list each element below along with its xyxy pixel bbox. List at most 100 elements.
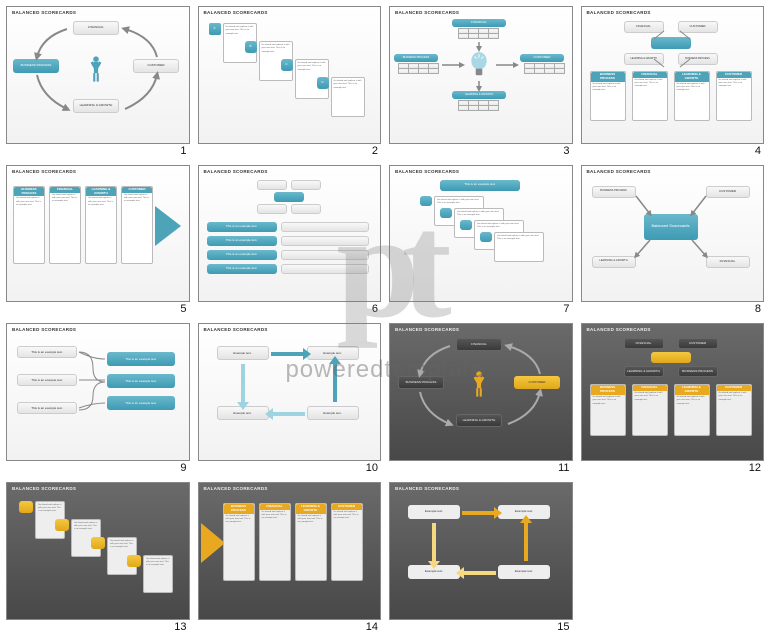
- col2: FINANCIALGo ahead and replace it with yo…: [632, 384, 668, 436]
- cell-12: BALANCED SCORECARDS FINANCIAL CUSTOMER L…: [581, 323, 765, 474]
- d: [127, 555, 141, 567]
- c1: BUSINESS PROCESSGo ahead and replace it …: [13, 186, 45, 264]
- c2: FINANCIALGo ahead and replace it with yo…: [49, 186, 81, 264]
- b: [55, 519, 69, 531]
- c4: CUSTOMERGo ahead and replace it with you…: [121, 186, 153, 264]
- slide-10[interactable]: BALANCED SCORECARDS Example text. Exampl…: [198, 323, 382, 461]
- col1: BUSINESS PROCESSGo ahead and replace it …: [590, 71, 626, 121]
- cell-7: BALANCED SCORECARDS This is an example t…: [389, 165, 573, 316]
- slide-number: 15: [389, 620, 573, 633]
- c3: LEARNING & GROWTHGo ahead and replace it…: [85, 186, 117, 264]
- slide-number: 4: [581, 144, 765, 157]
- cell-9: BALANCED SCORECARDS This is an example t…: [6, 323, 190, 474]
- title: BALANCED SCORECARDS: [587, 327, 651, 332]
- col3: LEARNING & GROWTHGo ahead and replace it…: [674, 71, 710, 121]
- slide-number: 10: [198, 461, 382, 474]
- t2: [291, 180, 321, 190]
- step-c: C: [281, 59, 293, 71]
- col4: CUSTOMERGo ahead and replace it with you…: [716, 384, 752, 436]
- b2: CUSTOMER: [678, 338, 718, 349]
- tag1: [420, 196, 432, 206]
- slide-13[interactable]: BALANCED SCORECARDS Go ahead and replace…: [6, 482, 190, 620]
- title: BALANCED SCORECARDS: [395, 169, 459, 174]
- slide-number: 6: [198, 302, 382, 315]
- slide-4[interactable]: BALANCED SCORECARDS FINANCIAL CUSTOMER L…: [581, 6, 765, 144]
- cell-13: BALANCED SCORECARDS Go ahead and replace…: [6, 482, 190, 633]
- r2: This is an example text.: [207, 236, 277, 246]
- r4b: [281, 264, 369, 274]
- tc: [274, 192, 304, 202]
- slide-number: 8: [581, 302, 765, 315]
- c2: FINANCIALGo ahead and replace it with yo…: [259, 503, 291, 581]
- step-a: A: [209, 23, 221, 35]
- a: [19, 501, 33, 513]
- title: BALANCED SCORECARDS: [204, 169, 268, 174]
- slide-number: 14: [198, 620, 382, 633]
- slide-number: 3: [389, 144, 573, 157]
- slide-12[interactable]: BALANCED SCORECARDS FINANCIAL CUSTOMER L…: [581, 323, 765, 461]
- slide-number: 5: [6, 302, 190, 315]
- slide-15[interactable]: BALANCED SCORECARDS Example text. Exampl…: [389, 482, 573, 620]
- arrows: [582, 166, 765, 303]
- col2: FINANCIALGo ahead and replace it with yo…: [632, 71, 668, 121]
- cell-4: BALANCED SCORECARDS FINANCIAL CUSTOMER L…: [581, 6, 765, 157]
- slide-number: 11: [389, 461, 573, 474]
- big-arrow-icon: [201, 523, 225, 563]
- t1: [257, 180, 287, 190]
- slide-5[interactable]: BALANCED SCORECARDS BUSINESS PROCESSGo a…: [6, 165, 190, 303]
- thumbnail-grid: BALANCED SCORECARDS FINANCIAL BUSINESS P…: [0, 0, 770, 639]
- t3: [257, 204, 287, 214]
- tag3: [460, 220, 472, 230]
- col3: LEARNING & GROWTHGo ahead and replace it…: [674, 384, 710, 436]
- title: BALANCED SCORECARDS: [12, 486, 76, 491]
- r3: This is an example text.: [207, 250, 277, 260]
- arrows: [390, 483, 573, 620]
- col1: BUSINESS PROCESSGo ahead and replace it …: [590, 384, 626, 436]
- slide-3[interactable]: BALANCED SCORECARDS FINANCIAL BUSINESS P…: [389, 6, 573, 144]
- r3b: [281, 250, 369, 260]
- figure-icon: [89, 55, 103, 83]
- title: BALANCED SCORECARDS: [12, 10, 76, 15]
- slide-11[interactable]: BALANCED SCORECARDS FINANCIAL BUSINESS P…: [389, 323, 573, 461]
- cell-11: BALANCED SCORECARDS FINANCIAL BUSINESS P…: [389, 323, 573, 474]
- title: BALANCED SCORECARDS: [12, 169, 76, 174]
- slide-number: 1: [6, 144, 190, 157]
- r4: This is an example text.: [207, 264, 277, 274]
- cell-5: BALANCED SCORECARDS BUSINESS PROCESSGo a…: [6, 165, 190, 316]
- tag4: [480, 232, 492, 242]
- cd: Go ahead and replace it with your own te…: [143, 555, 173, 593]
- r2b: [281, 236, 369, 246]
- b1: FINANCIAL: [624, 338, 664, 349]
- cell-8: BALANCED SCORECARDS Balanced Scorecards …: [581, 165, 765, 316]
- c4: CUSTOMERGo ahead and replace it with you…: [331, 503, 363, 581]
- b3: LEARNING & GROWTH: [624, 366, 664, 377]
- arrows: [390, 7, 573, 144]
- bc: [651, 352, 691, 363]
- title: BALANCED SCORECARDS: [204, 486, 268, 491]
- slide-7[interactable]: BALANCED SCORECARDS This is an example t…: [389, 165, 573, 303]
- r1b: [281, 222, 369, 232]
- arrows: [199, 324, 382, 461]
- hdr: This is an example text.: [440, 180, 520, 191]
- slide-number: 12: [581, 461, 765, 474]
- slide-9[interactable]: BALANCED SCORECARDS This is an example t…: [6, 323, 190, 461]
- slide-14[interactable]: BALANCED SCORECARDS BUSINESS PROCESSGo a…: [198, 482, 382, 620]
- slide-number: 2: [198, 144, 382, 157]
- slide-number: 9: [6, 461, 190, 474]
- slide-number: 13: [6, 620, 190, 633]
- slide-8[interactable]: BALANCED SCORECARDS Balanced Scorecards …: [581, 165, 765, 303]
- b4: BUSINESS PROCESS: [678, 366, 718, 377]
- cell-1: BALANCED SCORECARDS FINANCIAL BUSINESS P…: [6, 6, 190, 157]
- cell-15: BALANCED SCORECARDS Example text. Exampl…: [389, 482, 573, 633]
- cell-6: BALANCED SCORECARDS This is an example t…: [198, 165, 382, 316]
- slide-1[interactable]: BALANCED SCORECARDS FINANCIAL BUSINESS P…: [6, 6, 190, 144]
- brackets: [7, 324, 190, 461]
- c: [91, 537, 105, 549]
- c3: LEARNING & GROWTHGo ahead and replace it…: [295, 503, 327, 581]
- t4: [291, 204, 321, 214]
- cell-3: BALANCED SCORECARDS FINANCIAL BUSINESS P…: [389, 6, 573, 157]
- slide-2[interactable]: BALANCED SCORECARDS A Go ahead and repla…: [198, 6, 382, 144]
- conn: [622, 19, 722, 69]
- slide-6[interactable]: BALANCED SCORECARDS This is an example t…: [198, 165, 382, 303]
- s4: Go ahead and replace it with your own te…: [494, 232, 544, 262]
